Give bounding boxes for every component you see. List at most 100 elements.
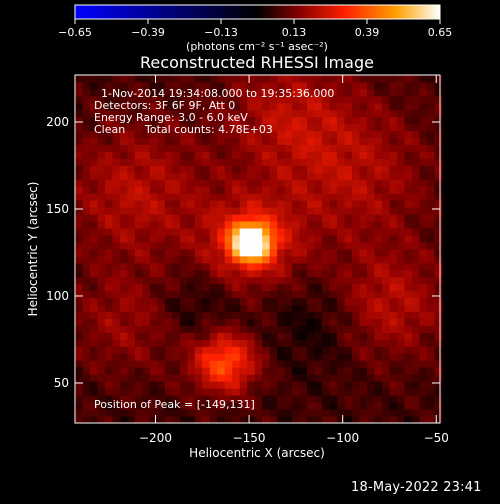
- heatmap-cell: [307, 235, 315, 243]
- heatmap-cell: [75, 416, 83, 424]
- heatmap-cell: [82, 95, 91, 104]
- heatmap-cell: [277, 402, 286, 410]
- heatmap-cell: [262, 311, 271, 319]
- heatmap-cell: [292, 304, 301, 313]
- heatmap-cell: [359, 332, 368, 340]
- heatmap-cell: [292, 88, 301, 97]
- heatmap-cell: [277, 374, 286, 382]
- heatmap-cell: [172, 137, 181, 145]
- heatmap-cell: [322, 123, 330, 132]
- heatmap-cell: [329, 221, 338, 229]
- heatmap-cell: [419, 249, 428, 257]
- heatmap-cell: [292, 367, 301, 375]
- heatmap-cell: [359, 151, 368, 159]
- heatmap-cell: [127, 221, 136, 229]
- heatmap-cell: [411, 367, 420, 375]
- heatmap-cell: [352, 360, 360, 368]
- heatmap-cell: [269, 158, 278, 166]
- heatmap-cell: [134, 109, 143, 118]
- heatmap-cell: [404, 88, 413, 97]
- heatmap-cell: [82, 381, 91, 389]
- heatmap-cell: [337, 353, 345, 361]
- heatmap-cell: [367, 172, 375, 180]
- heatmap-cell: [82, 388, 91, 396]
- heatmap-cell: [142, 116, 151, 125]
- heatmap-cell: [187, 262, 196, 271]
- heatmap-cell: [434, 95, 443, 104]
- heatmap-cell: [381, 130, 390, 139]
- heatmap-cell: [89, 88, 98, 97]
- heatmap-cell: [97, 367, 106, 375]
- heatmap-cell: [127, 75, 136, 83]
- heatmap-cell: [396, 255, 405, 264]
- heatmap-cell: [97, 381, 106, 389]
- heatmap-cell: [104, 228, 113, 236]
- heatmap-cell: [97, 200, 106, 208]
- heatmap-cell: [269, 297, 278, 306]
- heatmap-cell: [209, 116, 218, 125]
- heatmap-cell: [404, 102, 413, 111]
- heatmap-cell: [179, 165, 188, 173]
- heatmap-cell: [329, 130, 338, 139]
- heatmap-cell: [142, 283, 151, 292]
- heatmap-cell: [352, 193, 360, 201]
- heatmap-cell: [127, 402, 136, 410]
- heatmap-cell: [254, 388, 263, 396]
- heatmap-cell: [307, 395, 315, 403]
- heatmap-cell: [269, 116, 278, 125]
- heatmap-cell: [329, 186, 338, 194]
- heatmap-cell: [389, 255, 398, 264]
- heatmap-cell: [269, 228, 278, 236]
- heatmap-cell: [202, 269, 211, 278]
- heatmap-cell: [217, 249, 226, 257]
- heatmap-cell: [247, 75, 256, 83]
- heatmap-cell: [97, 88, 106, 97]
- heatmap-cell: [299, 200, 308, 208]
- heatmap-cell: [187, 102, 196, 111]
- heatmap-cell: [299, 207, 308, 215]
- heatmap-cell: [224, 388, 233, 396]
- heatmap-cell: [411, 249, 420, 257]
- heatmap-cell: [202, 95, 211, 104]
- heatmap-cell: [411, 402, 420, 410]
- heatmap-cell: [232, 262, 241, 271]
- heatmap-cell: [194, 325, 203, 333]
- heatmap-cell: [344, 186, 353, 194]
- heatmap-cell: [322, 353, 330, 361]
- heatmap-cell: [142, 95, 151, 104]
- heatmap-cell: [411, 130, 420, 139]
- heatmap-cell: [426, 172, 435, 180]
- heatmap-cell: [411, 81, 420, 90]
- heatmap-cell: [367, 144, 375, 152]
- heatmap-cell: [426, 353, 435, 361]
- heatmap-cell: [247, 144, 256, 152]
- heatmap-cell: [307, 332, 315, 340]
- heatmap-cell: [247, 325, 256, 333]
- heatmap-cell: [352, 304, 360, 313]
- colorbar-ticks: −0.65 −0.39 −0.13 0.13 0.39 0.65: [58, 19, 452, 39]
- heatmap-cell: [299, 297, 308, 306]
- heatmap-cell: [426, 276, 435, 285]
- heatmap-cell: [164, 81, 173, 90]
- heatmap-cell: [187, 172, 196, 180]
- heatmap-cell: [381, 207, 390, 215]
- heatmap-cell: [172, 123, 181, 132]
- heatmap-cell: [322, 81, 330, 90]
- heatmap-cell: [97, 221, 106, 229]
- heatmap-cell: [209, 374, 218, 382]
- heatmap-cell: [411, 318, 420, 326]
- heatmap-cell: [269, 367, 278, 375]
- heatmap-cell: [75, 151, 83, 159]
- heatmap-cell: [329, 381, 338, 389]
- heatmap-cell: [119, 249, 128, 257]
- heatmap-cell: [381, 116, 390, 125]
- heatmap-cell: [254, 249, 263, 257]
- heatmap-cell: [112, 207, 121, 215]
- heatmap-cell: [127, 346, 136, 354]
- heatmap-cell: [112, 297, 121, 306]
- heatmap-cell: [247, 402, 256, 410]
- heatmap-cell: [419, 144, 428, 152]
- heatmap-cell: [284, 255, 293, 264]
- heatmap-cell: [127, 179, 136, 187]
- heatmap-cell: [396, 123, 405, 132]
